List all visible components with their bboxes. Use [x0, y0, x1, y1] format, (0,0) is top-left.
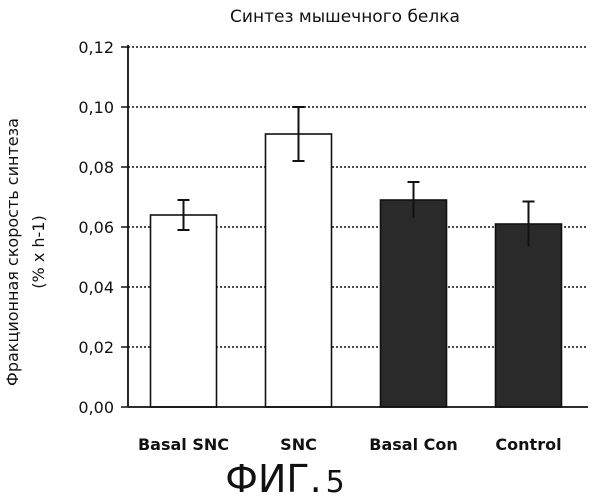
y-tick-label: 0,04: [78, 278, 114, 297]
y-tick-labels: 0,00 0,02 0,04 0,06 0,08 0,10 0,12: [78, 38, 114, 417]
y-axis-label-line-1: Фракционная скорость синтеза: [3, 118, 22, 386]
x-category-label: Control: [495, 435, 561, 454]
bar: [266, 134, 332, 407]
x-category-label: SNC: [280, 435, 317, 454]
x-category-label: Basal Con: [369, 435, 458, 454]
x-category-labels: Basal SNC SNC Basal Con Control: [138, 435, 562, 454]
error-bars: [178, 107, 535, 247]
y-tick-label: 0,06: [78, 218, 114, 237]
y-tick-label: 0,10: [78, 98, 114, 117]
chart-title: Синтез мышечного белка: [230, 7, 460, 27]
bar: [496, 224, 562, 407]
y-tick-label: 0,08: [78, 158, 114, 177]
bar: [151, 215, 217, 407]
y-axis-title: Фракционная скорость синтеза (% x h-1): [3, 118, 48, 386]
figure-caption-prefix: ФИГ.: [225, 457, 321, 500]
figure-caption-number: 5: [326, 465, 345, 500]
x-category-label: Basal SNC: [138, 435, 229, 454]
y-tick-label: 0,02: [78, 338, 114, 357]
bar: [381, 200, 447, 407]
svg-text:ФИГ.5: ФИГ.5: [225, 457, 345, 500]
figure-caption: ФИГ.5: [225, 457, 345, 500]
y-tick-label: 0,00: [78, 398, 114, 417]
y-axis-label-line-2: (% x h-1): [29, 215, 48, 288]
bars: [151, 134, 562, 407]
y-tick-label: 0,12: [78, 38, 114, 57]
